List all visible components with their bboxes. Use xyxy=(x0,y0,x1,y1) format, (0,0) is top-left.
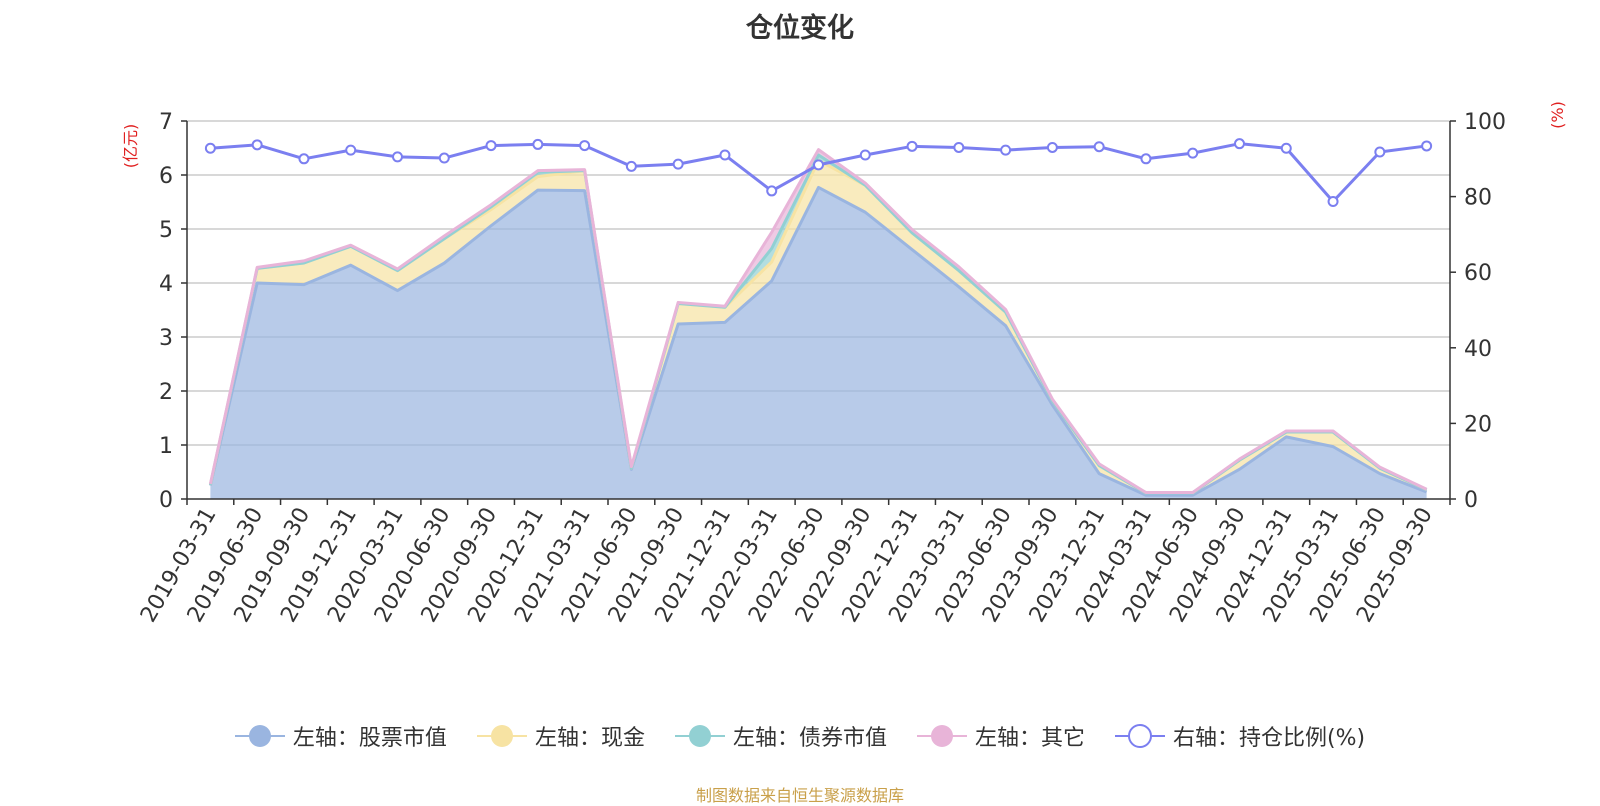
legend-item[interactable]: 左轴：其它 xyxy=(916,720,1085,752)
data-point xyxy=(672,158,684,170)
data-point xyxy=(1187,147,1199,159)
legend-label: 左轴：现金 xyxy=(534,726,645,751)
legend-item[interactable]: 左轴：债券市值 xyxy=(674,720,887,752)
data-point xyxy=(438,152,450,164)
data-point xyxy=(1421,140,1433,152)
data-point xyxy=(1140,153,1152,165)
data-point xyxy=(1000,144,1012,156)
data-point xyxy=(579,140,591,152)
left-tick-label: 1 xyxy=(159,434,173,459)
legend-marker-icon xyxy=(674,725,725,747)
source-note: 制图数据来自恒生聚源数据库 xyxy=(695,786,904,805)
data-point xyxy=(204,142,216,154)
data-point xyxy=(953,141,965,153)
legend-marker-icon xyxy=(476,725,527,747)
left-tick-label: 0 xyxy=(159,488,173,513)
legend-marker-icon xyxy=(916,725,967,747)
data-point xyxy=(345,144,357,156)
left-tick-label: 7 xyxy=(159,110,173,135)
chart-plot: 01234567020406080100(亿元)(%)2019-03-31201… xyxy=(121,101,1567,627)
data-point xyxy=(859,149,871,161)
data-point xyxy=(766,185,778,197)
legend: 左轴：股票市值 左轴：现金 左轴：债券市值 左轴：其它 右轴：持仓比例(%) xyxy=(0,720,1600,752)
left-tick-label: 4 xyxy=(159,272,173,297)
right-tick-label: 80 xyxy=(1464,186,1492,211)
legend-label: 左轴：债券市值 xyxy=(732,726,887,751)
legend-label: 右轴：持仓比例(%) xyxy=(1172,726,1366,751)
data-point xyxy=(1046,141,1058,153)
data-point xyxy=(1374,146,1386,158)
data-point xyxy=(1093,141,1105,153)
right-tick-label: 60 xyxy=(1464,261,1492,286)
data-point xyxy=(625,160,637,172)
left-tick-label: 2 xyxy=(159,380,173,405)
data-point xyxy=(1280,142,1292,154)
line-左轴：其它 xyxy=(208,148,1428,495)
data-point xyxy=(392,151,403,163)
right-tick-label: 20 xyxy=(1464,412,1492,437)
right-tick-label: 0 xyxy=(1464,488,1478,513)
legend-label: 左轴：股票市值 xyxy=(292,726,447,751)
data-point xyxy=(251,139,263,151)
legend-item[interactable]: 左轴：股票市值 xyxy=(234,720,447,752)
legend-label: 左轴：其它 xyxy=(974,726,1085,751)
chart-title: 仓位变化 xyxy=(746,13,854,44)
data-point xyxy=(813,159,824,171)
data-point xyxy=(1327,196,1339,208)
legend-item[interactable]: 左轴：现金 xyxy=(476,720,645,752)
data-point xyxy=(485,140,497,152)
right-tick-label: 40 xyxy=(1464,337,1492,362)
data-point xyxy=(298,153,310,165)
left-tick-label: 5 xyxy=(159,218,173,243)
right-axis-unit: (%) xyxy=(1548,101,1567,129)
left-tick-label: 3 xyxy=(159,326,173,351)
right-tick-label: 100 xyxy=(1464,110,1506,135)
left-tick-label: 6 xyxy=(159,164,173,189)
line-左轴：股票市值 xyxy=(208,185,1428,497)
data-point xyxy=(1234,138,1245,150)
legend-marker-icon xyxy=(234,725,285,747)
data-point xyxy=(719,149,731,161)
legend-item[interactable]: 右轴：持仓比例(%) xyxy=(1114,720,1366,752)
data-point xyxy=(906,140,918,152)
data-point xyxy=(532,138,544,150)
left-axis-unit: (亿元) xyxy=(121,124,140,169)
legend-marker-icon xyxy=(1114,724,1165,748)
area-左轴：股票市值 xyxy=(210,187,1427,500)
